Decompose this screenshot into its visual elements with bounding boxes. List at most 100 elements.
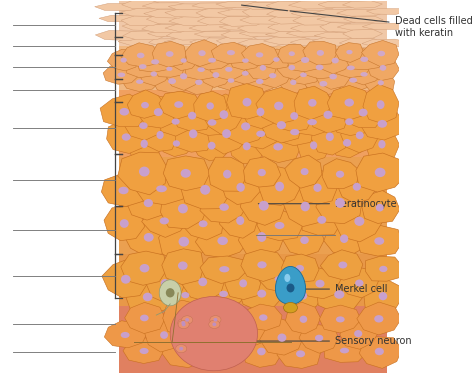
- Polygon shape: [108, 49, 138, 71]
- Polygon shape: [283, 223, 324, 256]
- Polygon shape: [305, 71, 341, 95]
- Ellipse shape: [218, 237, 228, 245]
- Polygon shape: [264, 37, 314, 45]
- Polygon shape: [364, 279, 401, 313]
- Polygon shape: [163, 300, 206, 336]
- Polygon shape: [205, 281, 246, 309]
- Polygon shape: [216, 71, 248, 90]
- Polygon shape: [278, 45, 308, 63]
- Ellipse shape: [377, 51, 385, 56]
- Ellipse shape: [301, 57, 309, 63]
- Ellipse shape: [139, 166, 150, 177]
- Ellipse shape: [257, 289, 266, 298]
- Polygon shape: [275, 266, 306, 304]
- Ellipse shape: [356, 131, 364, 139]
- Polygon shape: [158, 109, 196, 136]
- Polygon shape: [241, 43, 279, 65]
- Ellipse shape: [176, 344, 187, 353]
- Ellipse shape: [168, 78, 176, 84]
- Polygon shape: [165, 24, 216, 31]
- Polygon shape: [166, 63, 200, 91]
- Polygon shape: [287, 280, 323, 313]
- Ellipse shape: [201, 331, 209, 339]
- Ellipse shape: [300, 316, 307, 323]
- Ellipse shape: [300, 236, 309, 244]
- Polygon shape: [291, 10, 335, 16]
- Polygon shape: [172, 99, 213, 131]
- Polygon shape: [286, 29, 338, 37]
- Ellipse shape: [355, 217, 365, 226]
- Polygon shape: [202, 330, 243, 365]
- Ellipse shape: [208, 119, 217, 126]
- Polygon shape: [346, 49, 383, 70]
- Polygon shape: [275, 119, 317, 146]
- Ellipse shape: [223, 170, 231, 178]
- Polygon shape: [166, 30, 214, 40]
- FancyBboxPatch shape: [118, 306, 387, 373]
- Polygon shape: [211, 42, 249, 64]
- Polygon shape: [161, 190, 209, 229]
- Ellipse shape: [219, 266, 229, 272]
- Ellipse shape: [179, 313, 188, 322]
- Polygon shape: [261, 107, 302, 143]
- Ellipse shape: [290, 112, 298, 120]
- Ellipse shape: [118, 187, 128, 194]
- Polygon shape: [307, 96, 349, 133]
- Polygon shape: [162, 249, 204, 285]
- Ellipse shape: [354, 330, 362, 337]
- Polygon shape: [125, 110, 165, 140]
- Polygon shape: [260, 318, 304, 355]
- Polygon shape: [175, 114, 214, 152]
- Polygon shape: [144, 10, 192, 18]
- Polygon shape: [337, 24, 387, 30]
- Ellipse shape: [316, 280, 325, 288]
- Polygon shape: [357, 302, 401, 335]
- Polygon shape: [266, 10, 308, 18]
- Ellipse shape: [180, 347, 190, 355]
- Polygon shape: [230, 52, 263, 70]
- Ellipse shape: [329, 74, 337, 79]
- Polygon shape: [95, 30, 145, 41]
- Ellipse shape: [277, 121, 286, 129]
- Polygon shape: [147, 31, 186, 36]
- Polygon shape: [362, 23, 410, 30]
- Ellipse shape: [274, 102, 283, 110]
- Polygon shape: [298, 267, 342, 299]
- Ellipse shape: [316, 65, 324, 70]
- Text: Merkel cell: Merkel cell: [300, 284, 387, 294]
- Ellipse shape: [219, 110, 228, 119]
- Polygon shape: [256, 88, 302, 125]
- Ellipse shape: [256, 79, 264, 84]
- Polygon shape: [334, 203, 383, 242]
- Ellipse shape: [284, 274, 290, 282]
- Polygon shape: [210, 59, 246, 80]
- Polygon shape: [242, 7, 288, 17]
- Ellipse shape: [166, 288, 174, 297]
- Polygon shape: [301, 55, 340, 79]
- Polygon shape: [255, 65, 291, 88]
- Polygon shape: [313, 9, 365, 17]
- Polygon shape: [362, 39, 410, 47]
- Polygon shape: [100, 94, 146, 127]
- Ellipse shape: [198, 50, 206, 56]
- Ellipse shape: [241, 122, 250, 131]
- Ellipse shape: [346, 65, 355, 70]
- Ellipse shape: [121, 332, 129, 338]
- Ellipse shape: [277, 334, 286, 342]
- Ellipse shape: [141, 102, 149, 108]
- Ellipse shape: [349, 78, 357, 83]
- Polygon shape: [216, 36, 262, 46]
- Polygon shape: [136, 175, 186, 205]
- Polygon shape: [343, 29, 383, 39]
- Polygon shape: [164, 39, 217, 45]
- FancyBboxPatch shape: [118, 1, 387, 46]
- Polygon shape: [189, 25, 238, 31]
- Polygon shape: [142, 3, 191, 9]
- Ellipse shape: [200, 185, 210, 195]
- Ellipse shape: [212, 322, 216, 326]
- Ellipse shape: [170, 297, 257, 371]
- Polygon shape: [200, 62, 231, 88]
- Ellipse shape: [159, 280, 181, 306]
- Polygon shape: [333, 70, 371, 92]
- Polygon shape: [317, 49, 351, 74]
